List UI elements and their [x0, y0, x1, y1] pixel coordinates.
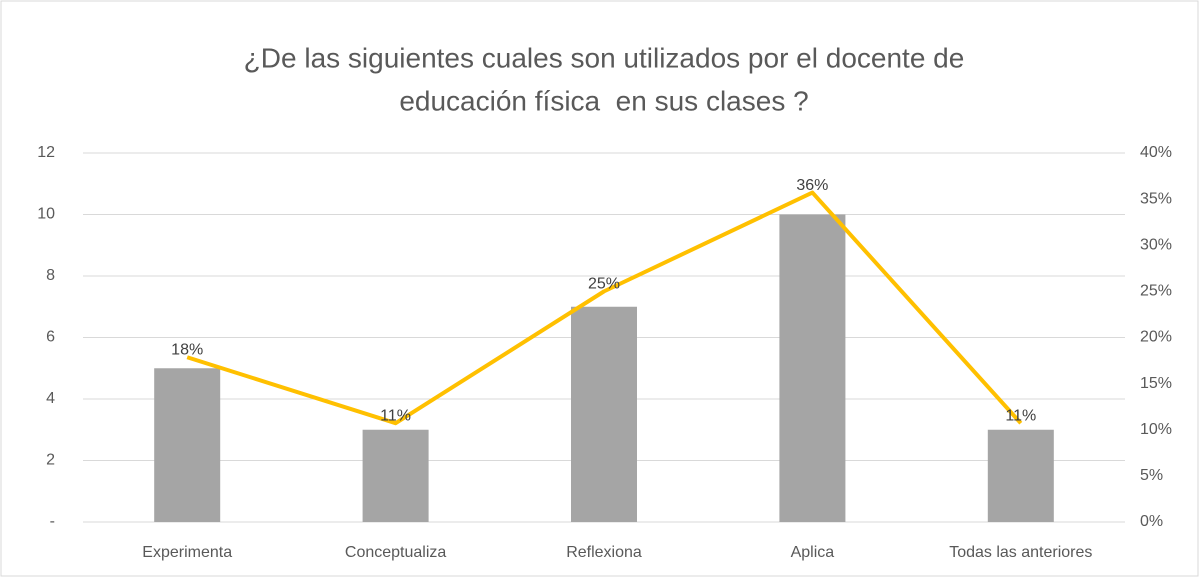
y2-tick-label: 40%: [1140, 144, 1172, 161]
x-tick-label: Todas las anteriores: [949, 544, 1092, 561]
data-label: 11%: [380, 407, 411, 424]
data-label: 11%: [1005, 407, 1036, 424]
y2-tick-label: 30%: [1140, 236, 1172, 253]
bar: [571, 306, 637, 522]
y2-tick-label: 35%: [1140, 190, 1172, 207]
y2-tick-label: 15%: [1140, 375, 1172, 392]
y2-tick-label: 0%: [1140, 513, 1163, 530]
y-tick-label: 6: [46, 329, 55, 346]
data-label: 18%: [171, 341, 203, 358]
bar: [362, 429, 429, 522]
chart-title: educación física en sus clases ?: [399, 85, 808, 116]
y2-tick-label: 20%: [1140, 329, 1172, 346]
y-tick-label: 12: [37, 144, 55, 161]
y2-tick-label: 5%: [1140, 467, 1163, 484]
y-tick-label: 10: [37, 206, 55, 223]
y-tick-label: 4: [46, 390, 55, 407]
line: [186, 190, 1023, 426]
y-tick-label: -: [50, 513, 55, 530]
x-tick-label: Experimenta: [142, 544, 232, 561]
bar: [987, 429, 1054, 522]
y2-tick-label: 25%: [1140, 283, 1172, 300]
y-tick-label: 2: [46, 452, 55, 469]
bar: [779, 214, 846, 522]
x-tick-label: Aplica: [791, 544, 835, 561]
x-tick-label: Reflexiona: [566, 544, 642, 561]
data-label: 25%: [588, 276, 620, 293]
data-label: 36%: [796, 177, 828, 194]
bar: [154, 368, 221, 522]
y2-tick-label: 10%: [1140, 421, 1172, 438]
y-tick-label: 8: [46, 267, 55, 284]
chart-title: ¿De las siguientes cuales son utilizados…: [244, 42, 965, 73]
x-tick-label: Conceptualiza: [345, 544, 447, 561]
